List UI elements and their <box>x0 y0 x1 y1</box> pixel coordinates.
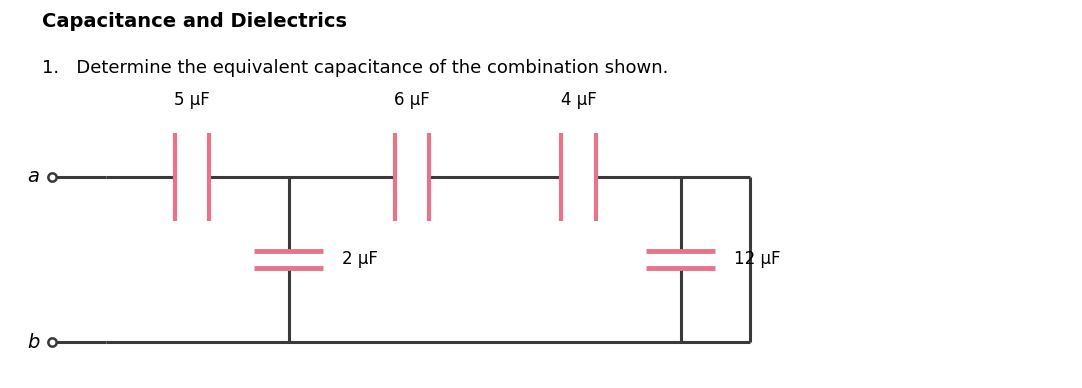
Text: 12 μF: 12 μF <box>735 251 781 268</box>
Text: 2 μF: 2 μF <box>342 251 379 268</box>
Text: 6 μF: 6 μF <box>394 90 430 109</box>
Text: a: a <box>28 167 40 186</box>
Text: b: b <box>27 333 40 352</box>
Text: 1.   Determine the equivalent capacitance of the combination shown.: 1. Determine the equivalent capacitance … <box>42 59 668 77</box>
Text: 5 μF: 5 μF <box>174 90 210 109</box>
Text: Capacitance and Dielectrics: Capacitance and Dielectrics <box>42 12 346 31</box>
Text: 4 μF: 4 μF <box>560 90 596 109</box>
